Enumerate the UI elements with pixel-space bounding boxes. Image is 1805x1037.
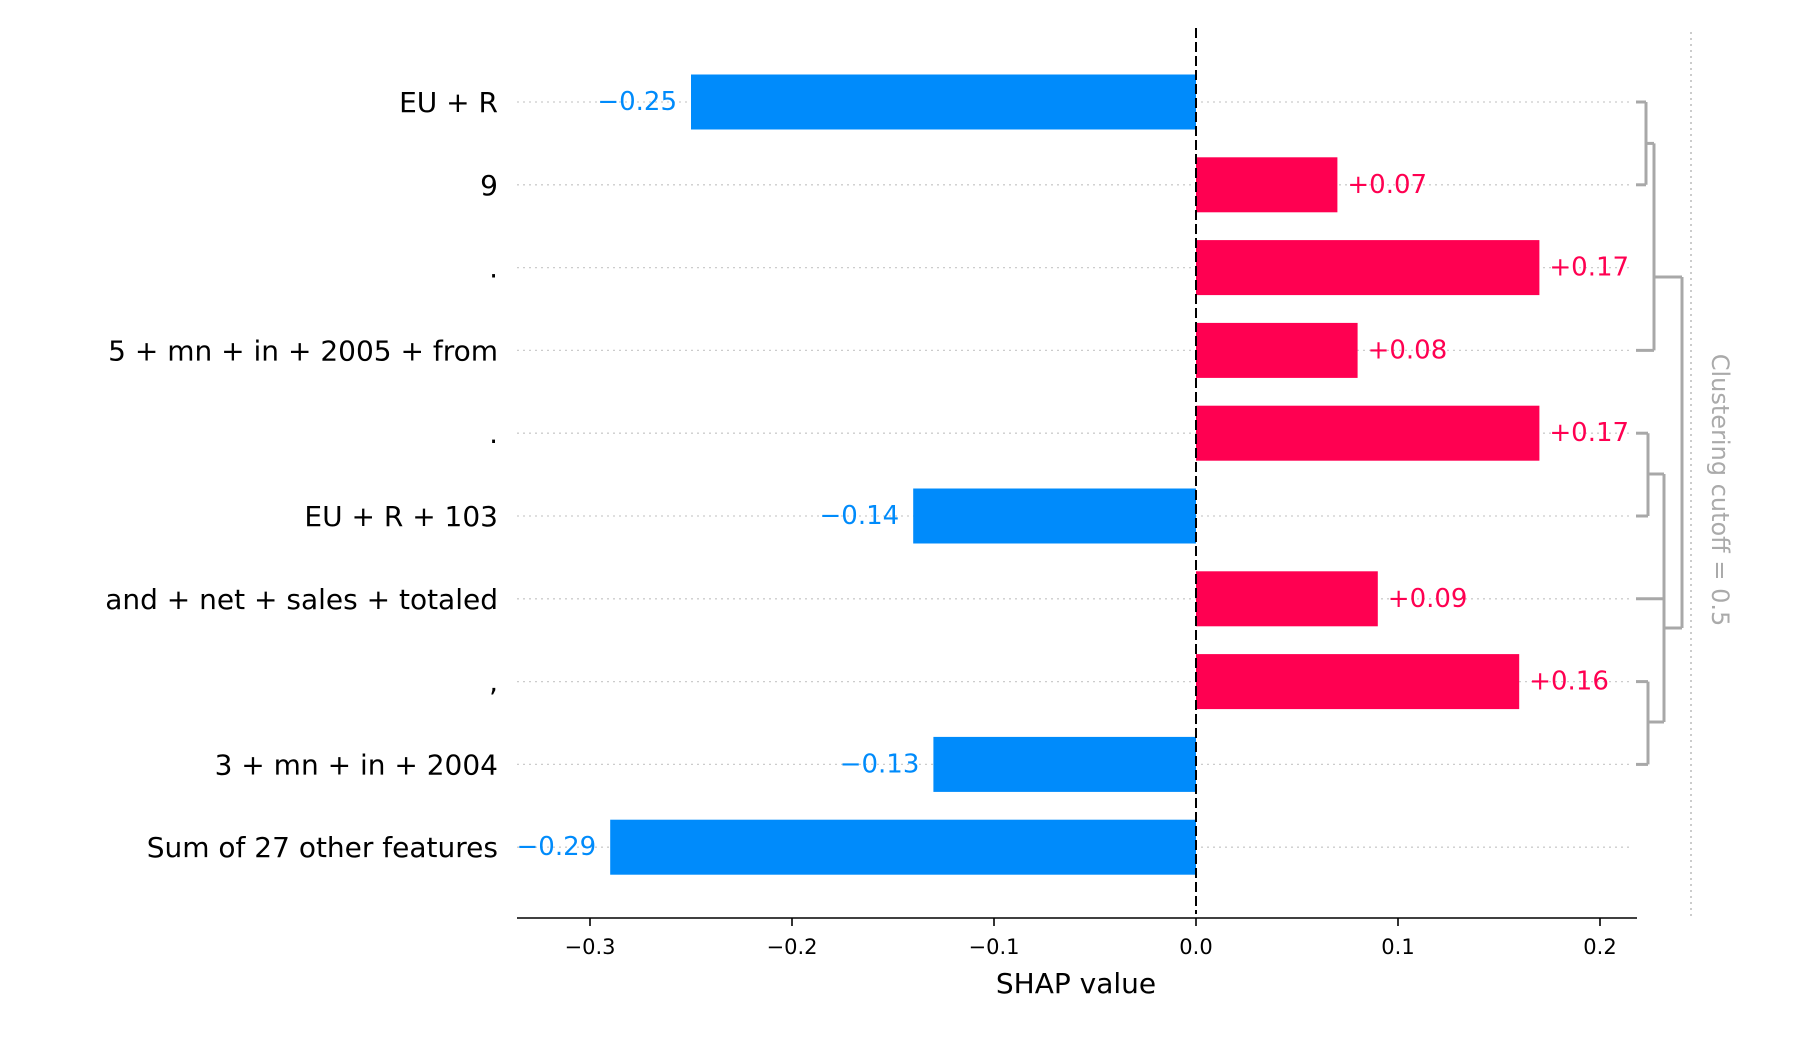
bar-value-label: +0.09 bbox=[1388, 584, 1468, 614]
x-axis-title: SHAP value bbox=[996, 967, 1156, 1000]
feature-label: . bbox=[489, 417, 498, 450]
bar bbox=[691, 74, 1196, 130]
feature-label: , bbox=[489, 666, 498, 699]
bar-value-label: +0.16 bbox=[1529, 667, 1609, 697]
feature-label: EU + R bbox=[399, 86, 498, 119]
x-tick-label: −0.3 bbox=[565, 935, 616, 959]
bar-value-label: +0.07 bbox=[1347, 170, 1427, 200]
bars bbox=[610, 74, 1540, 875]
feature-label: and + net + sales + totaled bbox=[105, 583, 498, 616]
bar bbox=[1196, 157, 1338, 213]
x-tick-label: 0.1 bbox=[1381, 935, 1414, 959]
bar bbox=[1196, 322, 1358, 378]
clustering-cutoff-label: Clustering cutoff = 0.5 bbox=[1706, 354, 1734, 627]
bar-value-label: −0.25 bbox=[597, 87, 677, 117]
bar-value-label: −0.14 bbox=[820, 501, 900, 531]
x-tick-label: 0.2 bbox=[1583, 935, 1616, 959]
bar bbox=[1196, 405, 1540, 461]
x-axis: −0.3 −0.2 −0.1 0.0 0.1 0.2 bbox=[517, 917, 1637, 959]
x-tick-label: 0.0 bbox=[1179, 935, 1212, 959]
feature-labels: EU + R −0.25 9 +0.07. +0.17 5 + mn + in + 200… bbox=[105, 86, 1629, 864]
gridlines bbox=[517, 101, 1630, 848]
bar bbox=[933, 736, 1196, 792]
bar bbox=[1196, 240, 1540, 296]
feature-label: EU + R + 103 bbox=[304, 500, 498, 533]
bar bbox=[610, 819, 1196, 875]
bar-value-label: +0.17 bbox=[1549, 253, 1629, 283]
bar bbox=[1196, 571, 1378, 627]
feature-label: 3 + mn + in + 2004 bbox=[215, 748, 498, 781]
x-tick-label: −0.1 bbox=[969, 935, 1020, 959]
feature-label: Sum of 27 other features bbox=[147, 831, 498, 864]
feature-label: 5 + mn + in + 2005 + from bbox=[108, 334, 498, 367]
bar-value-label: +0.17 bbox=[1549, 418, 1629, 448]
bar bbox=[1196, 654, 1520, 710]
bar bbox=[913, 488, 1196, 544]
x-tick-label: −0.2 bbox=[767, 935, 818, 959]
bar-value-label: −0.29 bbox=[517, 832, 597, 862]
clustering-dendrogram bbox=[1636, 100, 1684, 766]
bar-value-label: −0.13 bbox=[840, 749, 920, 779]
feature-label: 9 bbox=[480, 169, 498, 202]
bar-value-label: +0.08 bbox=[1368, 335, 1448, 365]
feature-label: . bbox=[489, 252, 498, 285]
